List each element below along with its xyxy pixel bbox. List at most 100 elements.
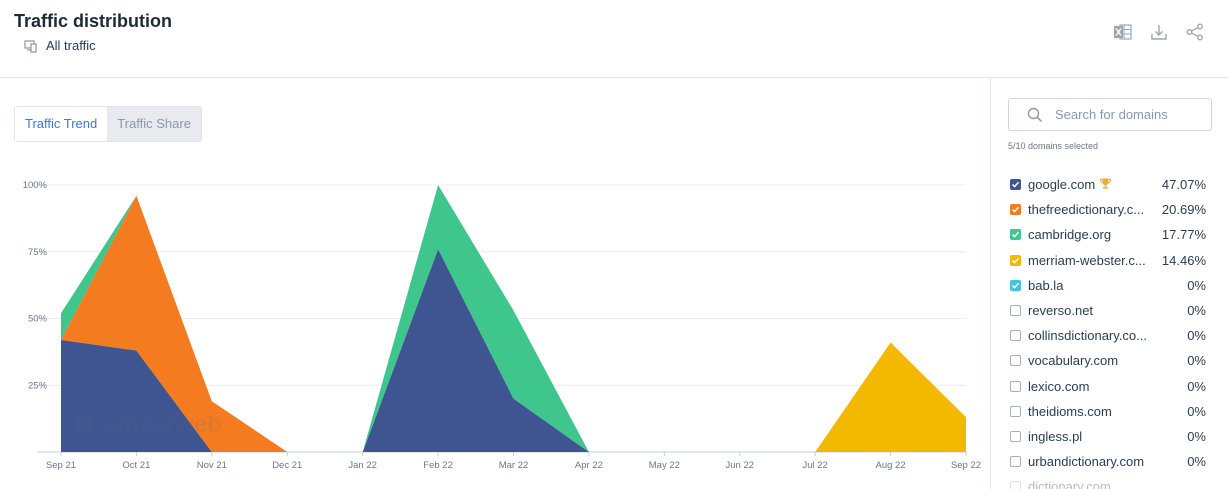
- domain-row[interactable]: reverso.net 0%: [1010, 298, 1206, 323]
- x-tick-label: Nov 21: [197, 460, 227, 471]
- domain-checkbox[interactable]: [1010, 330, 1021, 342]
- domain-checkbox[interactable]: [1010, 405, 1021, 417]
- tab-traffic-share[interactable]: Traffic Share: [107, 107, 201, 141]
- domain-row[interactable]: google.com 47.07%: [1010, 172, 1206, 197]
- domain-row[interactable]: ingless.pl 0%: [1010, 424, 1206, 449]
- subtitle-text: All traffic: [46, 38, 96, 53]
- x-tick-label: Jun 22: [725, 460, 754, 471]
- x-tick-label: May 22: [649, 460, 680, 471]
- devices-icon: [24, 39, 37, 53]
- y-tick-label: 75%: [28, 247, 48, 258]
- series-area-2: [61, 185, 966, 452]
- domain-checkbox[interactable]: [1010, 279, 1021, 291]
- y-tick-label: 100%: [23, 180, 48, 191]
- x-tick-label: Oct 21: [122, 460, 150, 471]
- domain-share: 0%: [1187, 403, 1206, 419]
- domain-share: 0%: [1187, 328, 1206, 344]
- trophy-icon: [1099, 177, 1112, 193]
- domain-name: theidioms.com: [1028, 403, 1112, 419]
- share-button[interactable]: [1184, 21, 1206, 43]
- domain-name: vocabulary.com: [1028, 353, 1119, 369]
- x-tick-label: Aug 22: [876, 460, 906, 471]
- svg-text:similarweb: similarweb: [98, 411, 222, 438]
- domain-checkbox[interactable]: [1010, 254, 1021, 266]
- domain-search: [1008, 98, 1212, 131]
- x-tick-label: Sep 22: [951, 460, 981, 471]
- search-icon: [1027, 107, 1043, 122]
- domain-row[interactable]: thefreedictionary.c... 20.69%: [1010, 197, 1206, 222]
- header-actions: [1112, 21, 1206, 43]
- domain-checkbox[interactable]: [1010, 179, 1021, 191]
- domain-checkbox[interactable]: [1010, 481, 1021, 489]
- view-tabs: Traffic Trend Traffic Share: [14, 106, 202, 142]
- check-icon: [1011, 232, 1020, 239]
- domain-row[interactable]: bab.la 0%: [1010, 273, 1206, 298]
- widget-header: Traffic distribution All traffic: [0, 0, 1228, 78]
- domain-row[interactable]: vocabulary.com 0%: [1010, 348, 1206, 373]
- domain-row[interactable]: lexico.com 0%: [1010, 374, 1206, 399]
- domain-name: thefreedictionary.c...: [1028, 202, 1145, 218]
- y-tick-label: 25%: [28, 380, 48, 391]
- excel-export-button[interactable]: [1112, 21, 1134, 43]
- share-icon: [1186, 23, 1203, 41]
- check-icon: [1011, 282, 1020, 289]
- x-tick-label: Dec 21: [272, 460, 302, 471]
- domain-checkbox[interactable]: [1010, 204, 1021, 216]
- domain-name: lexico.com: [1028, 378, 1090, 394]
- domain-name: bab.la: [1028, 277, 1064, 293]
- traffic-trend-chart: similarweb Sep 21 Oct 21 Nov 21 Dec 21 Jan 2…: [23, 180, 981, 471]
- domain-share: 20.69%: [1161, 202, 1206, 218]
- domain-name: cambridge.org: [1028, 227, 1112, 243]
- domain-share: 0%: [1187, 303, 1206, 319]
- chart-panel: Traffic Trend Traffic Share similarweb S…: [0, 78, 991, 489]
- domain-name: google.com: [1028, 177, 1156, 193]
- domain-sidebar: 5/10 domains selected google.com 47.07% th…: [992, 78, 1228, 489]
- y-tick-label: 50%: [28, 314, 48, 325]
- domain-share: 0%: [1187, 378, 1206, 394]
- x-tick-label: Mar 22: [499, 460, 529, 471]
- download-button[interactable]: [1148, 21, 1170, 43]
- check-icon: [1011, 181, 1020, 188]
- widget-title: Traffic distribution: [14, 11, 173, 31]
- x-tick-label: Apr 22: [575, 460, 603, 471]
- x-tick-label: Jan 22: [348, 460, 377, 471]
- domain-share: 0%: [1187, 277, 1206, 293]
- domain-share: 47.07%: [1161, 177, 1206, 193]
- domain-name: ingless.pl: [1028, 428, 1083, 444]
- domain-checkbox[interactable]: [1010, 380, 1021, 392]
- x-tick-label: Sep 21: [46, 460, 76, 471]
- check-icon: [1011, 257, 1020, 264]
- domain-share: 0%: [1187, 454, 1206, 470]
- domain-row[interactable]: collinsdictionary.co... 0%: [1010, 323, 1206, 348]
- check-icon: [1011, 207, 1020, 213]
- tab-traffic-trend[interactable]: Traffic Trend: [15, 107, 108, 141]
- x-tick-label: Feb 22: [423, 460, 453, 471]
- domain-checkbox[interactable]: [1010, 456, 1021, 468]
- domain-name: dictionary.com: [1028, 479, 1111, 489]
- domain-checkbox[interactable]: [1010, 305, 1021, 317]
- domain-list: google.com 47.07% thefreedictionary.c... 20…: [1010, 172, 1206, 489]
- domain-row[interactable]: cambridge.org 17.77%: [1010, 222, 1206, 247]
- download-icon: [1151, 25, 1167, 40]
- domain-checkbox[interactable]: [1010, 430, 1021, 442]
- domain-row[interactable]: merriam-webster.c... 14.46%: [1010, 248, 1206, 273]
- domain-checkbox[interactable]: [1010, 229, 1021, 241]
- domain-share: 0%: [1187, 428, 1206, 444]
- domain-share: 0%: [1187, 353, 1206, 369]
- excel-icon: [1114, 24, 1132, 40]
- domain-row[interactable]: urbandictionary.com 0%: [1010, 449, 1206, 474]
- domain-name: urbandictionary.com: [1028, 454, 1145, 470]
- domain-name: reverso.net: [1028, 303, 1094, 319]
- domain-checkbox[interactable]: [1010, 355, 1021, 367]
- domain-row[interactable]: theidioms.com 0%: [1010, 399, 1206, 424]
- domain-share: 17.77%: [1161, 227, 1206, 243]
- selected-domains-count: 5/10 domains selected: [1008, 141, 1099, 151]
- domain-share: 14.46%: [1161, 252, 1206, 268]
- domain-row[interactable]: dictionary.com: [1010, 474, 1206, 489]
- domain-search-input[interactable]: [1055, 107, 1205, 122]
- series-area-0: [61, 249, 966, 452]
- traffic-source-label: All traffic: [24, 38, 96, 53]
- x-tick-label: Jul 22: [802, 460, 827, 471]
- domain-name: collinsdictionary.co...: [1028, 328, 1147, 344]
- domain-name: merriam-webster.c...: [1028, 252, 1146, 268]
